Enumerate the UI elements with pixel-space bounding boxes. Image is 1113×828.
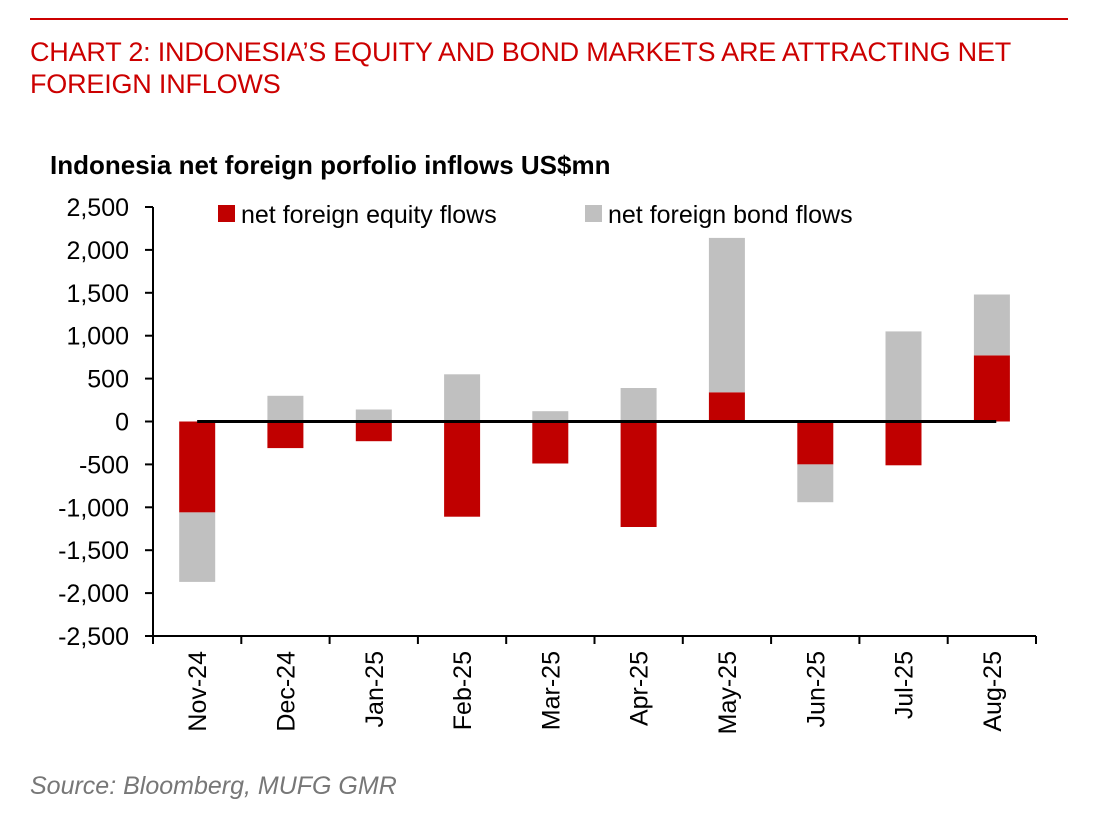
- x-tick-label: Aug-25: [979, 651, 1007, 732]
- y-tick-label: 2,500: [66, 194, 129, 222]
- bar-bond-aug-25: [973, 294, 1010, 356]
- bar-equity-mar-25: [532, 421, 569, 464]
- x-tick-label: Jun-25: [802, 651, 830, 727]
- bar-bond-feb-25: [444, 374, 481, 422]
- bar-equity-dec-24: [267, 421, 304, 449]
- bar-bond-mar-25: [532, 411, 569, 422]
- bar-equity-nov-24: [179, 421, 216, 513]
- y-tick-label: -2,500: [58, 623, 129, 651]
- bar-equity-aug-25: [973, 355, 1010, 422]
- bar-equity-jan-25: [355, 421, 392, 442]
- bar-equity-may-25: [708, 392, 745, 422]
- bar-equity-jul-25: [885, 421, 922, 466]
- bar-bond-jul-25: [885, 331, 922, 422]
- legend-label-bond: net foreign bond flows: [608, 201, 853, 229]
- x-tick-label: Jul-25: [891, 651, 919, 719]
- y-tick-label: -1,000: [58, 494, 129, 522]
- bar-bond-apr-25: [620, 388, 657, 422]
- y-tick-label: -1,500: [58, 537, 129, 565]
- legend: net foreign equity flows net foreign bon…: [218, 201, 853, 229]
- x-tick-label: Nov-24: [184, 651, 212, 732]
- chart-heading: CHART 2: INDONESIA’S EQUITY AND BOND MAR…: [30, 36, 1080, 100]
- bar-bond-jun-25: [797, 464, 834, 503]
- y-tick-label: 1,500: [66, 280, 129, 308]
- legend-swatch-bond: [585, 205, 602, 222]
- source-note: Source: Bloomberg, MUFG GMR: [30, 772, 397, 800]
- x-tick-label: Apr-25: [626, 651, 654, 726]
- bar-bond-nov-24: [179, 512, 216, 582]
- x-tick-label: Jan-25: [361, 651, 389, 727]
- x-tick-label: Dec-24: [272, 651, 300, 732]
- chart-heading-line1: CHART 2: INDONESIA’S EQUITY AND BOND MAR…: [30, 37, 1012, 67]
- y-tick-label: 0: [115, 409, 129, 437]
- bar-equity-apr-25: [620, 421, 657, 527]
- bar-bond-jan-25: [355, 409, 392, 422]
- top-rule: [30, 18, 1068, 20]
- y-tick-label: -500: [79, 451, 129, 479]
- axes: 2,500 2,000 1,500 1,000 500 0 -500 -1,000 -1,500…: [58, 194, 1037, 734]
- bar-equity-jun-25: [797, 421, 834, 465]
- bars: [179, 237, 1010, 582]
- legend-swatch-equity: [218, 205, 235, 222]
- chart-title: Indonesia net foreign porfolio inflows U…: [50, 150, 611, 180]
- bar-bond-may-25: [708, 237, 745, 393]
- y-tick-label: 1,000: [66, 323, 129, 351]
- y-tick-label: -2,000: [58, 580, 129, 608]
- bar-equity-feb-25: [444, 421, 481, 517]
- y-tick-label: 500: [87, 366, 129, 394]
- bar-bond-dec-24: [267, 395, 304, 422]
- x-tick-label: May-25: [714, 651, 742, 734]
- legend-label-equity: net foreign equity flows: [241, 201, 497, 229]
- y-tick-label: 2,000: [66, 237, 129, 265]
- chart-heading-line2: FOREIGN INFLOWS: [30, 69, 281, 99]
- x-tick-label: Feb-25: [449, 651, 477, 730]
- x-tick-label: Mar-25: [537, 651, 565, 730]
